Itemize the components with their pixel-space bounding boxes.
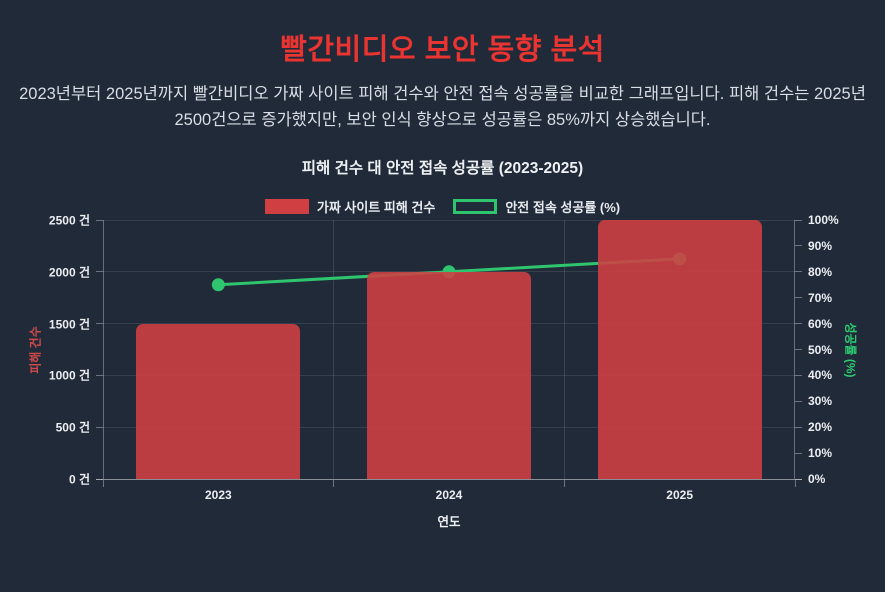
tick-mark xyxy=(96,478,103,480)
tick-mark xyxy=(333,480,335,487)
y-tick-label-right: 30% xyxy=(808,394,833,409)
tick-mark xyxy=(795,323,802,325)
y-axis-title-right: 성공률 (%) xyxy=(843,321,858,378)
gridline xyxy=(103,478,795,480)
gridline xyxy=(563,220,565,479)
y-tick-label-left: 0 건 xyxy=(68,472,90,487)
page-subtitle: 2023년부터 2025년까지 빨간비디오 가짜 사이트 피해 건수와 안전 접… xyxy=(19,85,866,130)
y-tick-label-left: 500 건 xyxy=(55,420,90,435)
tick-mark xyxy=(795,271,802,273)
tick-mark xyxy=(795,219,802,221)
y-tick-label-left: 1500 건 xyxy=(48,317,90,332)
y-tick-label-right: 50% xyxy=(808,342,833,357)
line-swatch-icon xyxy=(453,199,498,214)
tick-mark xyxy=(795,452,802,454)
tick-mark xyxy=(96,323,103,325)
tick-mark xyxy=(795,349,802,350)
y-tick-label-right: 80% xyxy=(808,264,833,279)
x-tick-label: 2024 xyxy=(435,488,463,502)
bars-layer xyxy=(103,220,795,479)
legend-item-bar[interactable]: 가짜 사이트 피해 건수 xyxy=(264,197,436,216)
tick-mark xyxy=(102,480,104,487)
y-tick-label-right: 40% xyxy=(808,368,833,383)
tick-mark xyxy=(795,400,802,402)
bar-2024[interactable] xyxy=(367,271,531,479)
y-axis-title-left: 피해 건수 xyxy=(28,325,43,374)
legend-label: 가짜 사이트 피해 건수 xyxy=(316,200,436,215)
tick-mark xyxy=(795,478,802,480)
y-tick-label-right: 100% xyxy=(808,213,839,227)
tick-mark xyxy=(563,480,565,487)
tick-mark xyxy=(795,374,802,376)
y-tick-label-left: 1000 건 xyxy=(48,368,90,383)
tick-mark xyxy=(795,297,802,299)
gridline xyxy=(103,219,795,221)
tick-mark xyxy=(794,480,796,487)
y-tick-label-right: 10% xyxy=(808,446,833,461)
x-tick-label: 2023 xyxy=(204,488,232,502)
y-tick-label-left: 2000 건 xyxy=(48,265,90,280)
chart-title: 피해 건수 대 안전 접속 성공률 (2023-2025) xyxy=(301,160,584,177)
y-tick-label-right: 60% xyxy=(808,316,833,331)
x-axis-title: 연도 xyxy=(437,515,461,529)
y-tick-label-right: 0% xyxy=(808,472,826,486)
bar-swatch-icon xyxy=(264,199,309,214)
bar-2025[interactable] xyxy=(597,220,762,479)
y-tick-label-right: 70% xyxy=(808,290,833,305)
page-title: 빨간비디오 보안 동향 분석 xyxy=(280,34,605,66)
plot-area: 2500 건 2000 건 1500 건 1000 건 500 건 0 건 100% 90%… xyxy=(29,213,858,529)
bar-2023[interactable] xyxy=(136,323,301,479)
y-tick-label-right: 90% xyxy=(808,238,833,253)
tick-mark xyxy=(96,374,103,376)
chart-legend: 가짜 사이트 피해 건수 안전 접속 성공률 (%) xyxy=(0,197,885,216)
tick-mark xyxy=(795,245,802,247)
y-tick-label-left: 2500 건 xyxy=(48,213,90,228)
tick-mark xyxy=(96,219,103,221)
legend-item-line[interactable]: 안전 접속 성공률 (%) xyxy=(453,197,620,216)
tick-mark xyxy=(96,426,103,428)
gridline xyxy=(333,220,335,479)
legend-label: 안전 접속 성공률 (%) xyxy=(505,200,621,215)
x-tick-label: 2025 xyxy=(666,488,694,502)
tick-mark xyxy=(795,426,802,428)
y-tick-label-right: 20% xyxy=(808,420,833,435)
tick-mark xyxy=(96,271,103,273)
line-point-2023[interactable] xyxy=(211,278,225,292)
